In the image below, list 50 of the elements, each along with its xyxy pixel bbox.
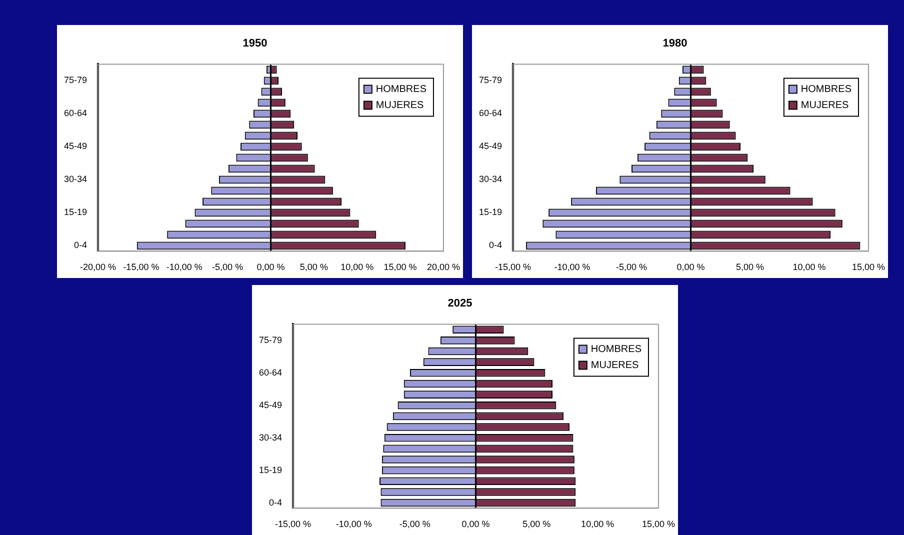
chart-title: 1950 [242, 38, 268, 50]
y-tick-label: 60-64 [258, 367, 282, 378]
y-tick-label: 75-79 [478, 75, 502, 86]
chart-title: 1980 [662, 38, 688, 50]
y-tick-label: 15-19 [258, 464, 282, 475]
y-tick-label: 30-34 [64, 174, 88, 184]
legend-label: MUJERES [590, 360, 640, 371]
x-tick-label: 5,00 % [300, 262, 328, 272]
y-tick-label: 45-49 [64, 141, 88, 152]
y-tick-label: 45-49 [478, 141, 502, 152]
y-tick-label: 60-64 [64, 108, 88, 118]
x-tick-label: -15,00 % [123, 262, 160, 272]
x-tick-label: 5,00 % [522, 519, 551, 530]
x-tick-label: 20,00 % [426, 262, 460, 272]
legend-label: MUJERES [800, 100, 850, 111]
x-tick-label: -15,00 % [495, 262, 532, 272]
x-tick-label: 0,00 % [462, 519, 490, 530]
legend-label: HOMBRES [590, 344, 642, 355]
legend-label: HOMBRES [376, 84, 427, 95]
x-tick-label: 10,00 % [581, 519, 614, 530]
chart-title: 2025 [448, 298, 472, 310]
x-tick-label: 15,00 % [642, 519, 676, 530]
x-tick-label: -5,00 % [616, 262, 648, 272]
x-tick-label: -10,00 % [166, 262, 202, 272]
y-tick-label: 75-79 [258, 334, 282, 345]
y-tick-label: 30-34 [478, 174, 502, 184]
x-tick-label: -10,00 % [554, 262, 590, 272]
y-tick-label: 0-4 [489, 240, 502, 250]
x-tick-label: 0,00 % [676, 262, 705, 272]
y-tick-label: 75-79 [64, 75, 88, 86]
x-tick-label: 15,00 % [384, 262, 417, 272]
x-tick-label: -20,00 % [80, 262, 116, 272]
x-tick-label: 0,00 % [256, 262, 285, 272]
y-tick-label: 30-34 [258, 432, 282, 442]
x-tick-label: 15,00 % [852, 262, 886, 272]
y-tick-label: 60-64 [478, 108, 502, 118]
y-tick-label: 15-19 [478, 207, 502, 218]
x-tick-label: 10,00 % [340, 262, 374, 272]
x-tick-label: -5,00 % [212, 262, 244, 272]
x-tick-label: -5,00 % [399, 519, 430, 530]
legend-label: MUJERES [376, 100, 424, 111]
y-tick-label: 0-4 [74, 240, 88, 250]
legend-label: HOMBRES [800, 84, 852, 95]
x-tick-label: -15,00 % [275, 519, 312, 530]
x-tick-label: 10,00 % [792, 262, 826, 272]
y-tick-label: 45-49 [258, 400, 282, 410]
y-tick-label: 0-4 [269, 497, 282, 508]
x-tick-label: 5,00 % [736, 262, 764, 272]
x-tick-label: -10,00 % [336, 519, 372, 530]
y-tick-label: 15-19 [64, 207, 88, 218]
